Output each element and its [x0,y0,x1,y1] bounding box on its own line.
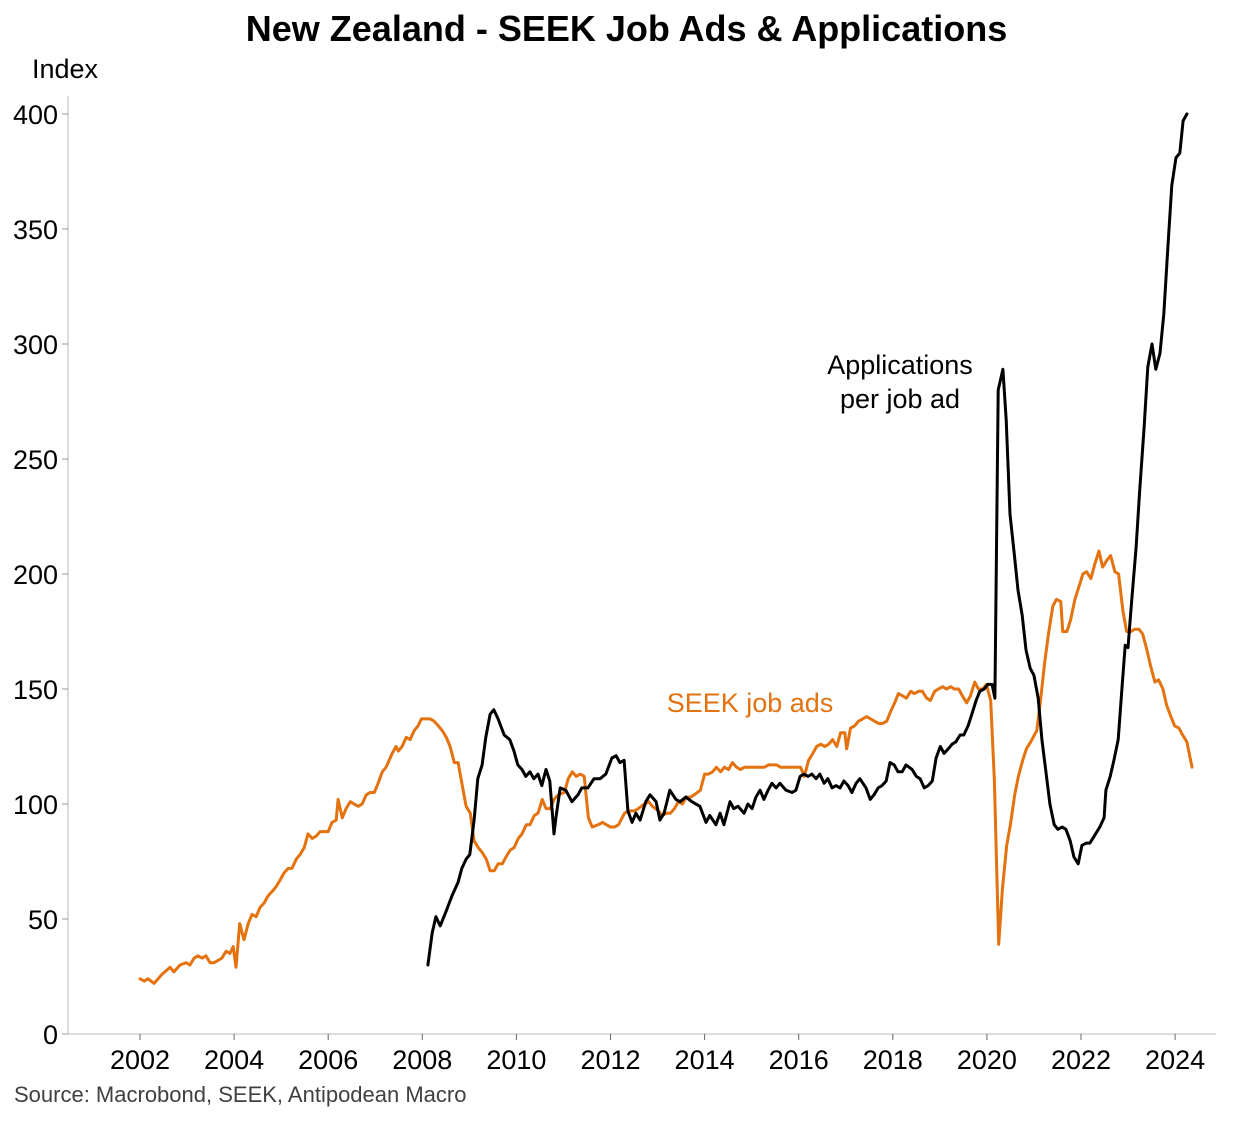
x-tick-label: 2002 [110,1045,170,1075]
y-tick-label: 250 [13,445,58,475]
series-lines [138,112,1194,985]
applications-label-line2: per job ad [840,384,960,414]
x-tick-label: 2018 [863,1045,923,1075]
x-tick-label: 2016 [769,1045,829,1075]
x-tick-label: 2010 [486,1045,546,1075]
y-tick-label: 150 [13,675,58,705]
applications-per-job-ad-line [426,112,1189,967]
x-tick-label: 2008 [392,1045,452,1075]
x-tick-label: 2012 [580,1045,640,1075]
seek-job-ads-line [138,549,1194,985]
y-tick-label: 300 [13,330,58,360]
y-tick-label: 100 [13,790,58,820]
applications-label-line1: Applications [827,350,973,380]
y-axis-unit-label: Index [32,54,99,84]
y-tick-label: 50 [28,905,58,935]
y-tick-label: 350 [13,215,58,245]
source-note: Source: Macrobond, SEEK, Antipodean Macr… [14,1082,467,1107]
y-tick-label: 0 [43,1020,58,1050]
axes: 0 50 100 150 200 250 300 350 400 2002 2004 2006 2008… [13,96,1216,1075]
x-tick-label: 2020 [957,1045,1017,1075]
x-tick-label: 2014 [675,1045,735,1075]
y-tick-label: 400 [13,100,58,130]
annotations: Applications per job ad SEEK job ads [667,350,973,718]
y-tick-label: 200 [13,560,58,590]
x-tick-label: 2004 [204,1045,264,1075]
x-tick-label: 2022 [1051,1045,1111,1075]
chart-title: New Zealand - SEEK Job Ads & Application… [245,8,1008,49]
x-tick-label: 2024 [1145,1045,1205,1075]
seek-job-ads-label: SEEK job ads [667,688,834,718]
x-tick-label: 2006 [298,1045,358,1075]
